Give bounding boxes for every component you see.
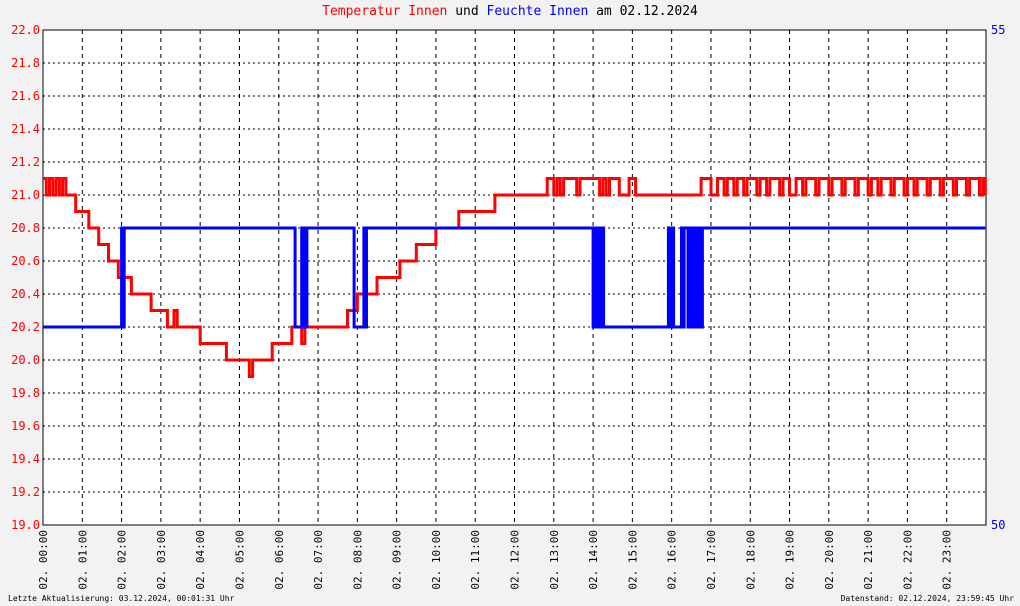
x-tick-label: 02. 06:00 <box>273 530 286 590</box>
title-part-innen-1: Innen <box>408 4 448 19</box>
humidity-line <box>43 226 986 329</box>
x-tick-label: 02. 14:00 <box>587 530 600 590</box>
title-part-und: und <box>455 4 479 19</box>
x-tick-label: 02. 01:00 <box>76 530 89 590</box>
right-tick-label: 55 <box>991 23 1005 37</box>
x-tick-label: 02. 18:00 <box>744 530 757 590</box>
title-part-temperature: Temperatur <box>322 4 401 19</box>
left-tick-label: 21.6 <box>11 89 40 103</box>
x-tick-label: 02. 17:00 <box>705 530 718 590</box>
x-tick-label: 02. 02:00 <box>116 530 129 590</box>
x-tick-label: 02. 15:00 <box>626 530 639 590</box>
x-tick-label: 02. 16:00 <box>666 530 679 590</box>
left-tick-label: 20.8 <box>11 221 40 235</box>
series-group <box>43 177 987 378</box>
x-tick-label: 02. 03:00 <box>155 530 168 590</box>
left-tick-label: 19.0 <box>11 518 40 532</box>
footer-data-status: Datenstand: 02.12.2024, 23:59:45 Uhr <box>840 594 1014 603</box>
left-axis: 19.0 19.2 19.4 19.6 19.8 20.0 20.2 20.4 20.6 20.8… <box>11 23 40 532</box>
left-tick-label: 19.2 <box>11 485 40 499</box>
x-tick-label: 02. 05:00 <box>233 530 246 590</box>
left-tick-label: 19.4 <box>11 452 40 466</box>
left-tick-label: 21.8 <box>11 56 40 70</box>
x-tick-label: 02. 20:00 <box>823 530 836 590</box>
left-tick-label: 20.2 <box>11 320 40 334</box>
left-tick-label: 20.0 <box>11 353 40 367</box>
left-tick-label: 22.0 <box>11 23 40 37</box>
left-tick-label: 21.0 <box>11 188 40 202</box>
title-part-innen-2: Innen <box>549 4 589 19</box>
x-tick-label: 02. 00:00 <box>37 530 50 590</box>
x-tick-label: 02. 08:00 <box>351 530 364 590</box>
x-tick-label: 02. 13:00 <box>548 530 561 590</box>
footer-last-update: Letzte Aktualisierung: 03.12.2024, 00:01… <box>8 594 235 603</box>
left-tick-label: 19.8 <box>11 386 40 400</box>
x-tick-label: 02. 11:00 <box>469 530 482 590</box>
title-part-humidity: Feuchte <box>486 4 542 19</box>
x-tick-label: 02. 04:00 <box>194 530 207 590</box>
x-axis: 02. 00:00 02. 01:00 02. 02:00 02. 03:00 02. … <box>37 530 954 590</box>
right-axis: 50 55 <box>991 23 1005 532</box>
left-tick-label: 20.4 <box>11 287 40 301</box>
chart-title: Temperatur Innen und Feuchte Innen am 02… <box>0 4 1020 19</box>
left-tick-label: 19.6 <box>11 419 40 433</box>
x-tick-label: 02. 07:00 <box>312 530 325 590</box>
left-tick-label: 21.2 <box>11 155 40 169</box>
x-tick-label: 02. 22:00 <box>901 530 914 590</box>
x-tick-label: 02. 09:00 <box>391 530 404 590</box>
x-tick-label: 02. 19:00 <box>784 530 797 590</box>
x-tick-label: 02. 12:00 <box>509 530 522 590</box>
x-tick-label: 02. 10:00 <box>430 530 443 590</box>
x-tick-label: 02. 23:00 <box>941 530 954 590</box>
title-part-date: am 02.12.2024 <box>596 4 698 19</box>
right-tick-label: 50 <box>991 518 1005 532</box>
x-tick-label: 02. 21:00 <box>862 530 875 590</box>
temperature-line <box>43 177 987 378</box>
left-tick-label: 21.4 <box>11 122 40 136</box>
left-tick-label: 20.6 <box>11 254 40 268</box>
